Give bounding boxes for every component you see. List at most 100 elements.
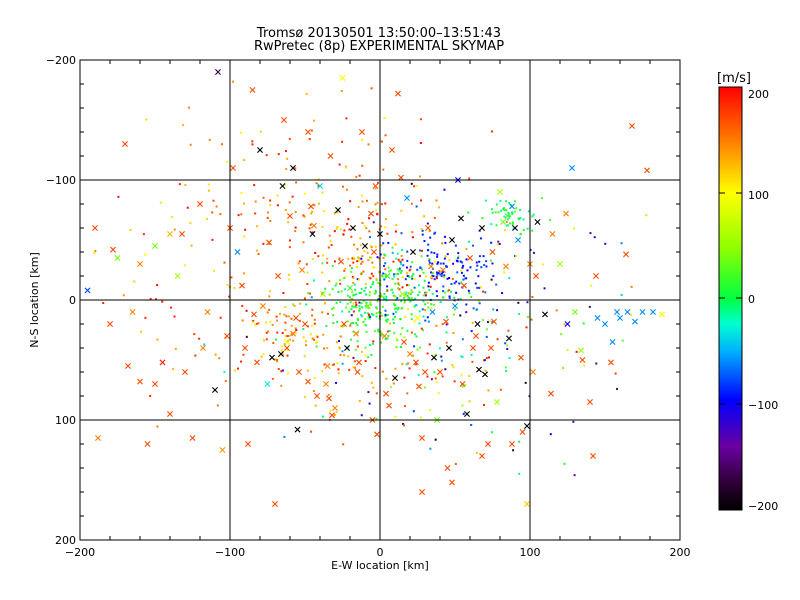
data-point-dot: [438, 270, 441, 273]
data-point-dot: [350, 314, 353, 317]
data-point-dot: [369, 256, 372, 259]
data-point-dot: [386, 289, 389, 292]
data-point-dot: [485, 335, 488, 338]
data-point-dot: [262, 339, 265, 342]
data-point-x: [489, 249, 496, 255]
data-point-dot: [254, 200, 257, 203]
data-point-dot: [288, 137, 291, 140]
data-point-dot: [341, 350, 344, 353]
data-point-dot: [421, 233, 424, 236]
data-point-dot: [161, 300, 164, 303]
data-point-dot: [527, 210, 530, 213]
data-point-dot: [361, 306, 364, 309]
data-point-x: [137, 378, 143, 385]
data-point-dot: [484, 199, 487, 202]
data-point-dot: [287, 278, 290, 281]
data-point-dot: [288, 239, 291, 242]
data-point-dot: [243, 202, 246, 205]
data-point-dot: [305, 263, 308, 266]
data-point-dot: [392, 318, 395, 321]
data-point-dot: [445, 323, 448, 326]
data-point-dot: [482, 290, 485, 293]
data-point-dot: [363, 225, 366, 228]
data-point-dot: [396, 268, 399, 271]
data-point-dot: [542, 263, 545, 266]
data-point-dot: [442, 262, 445, 265]
data-point-x: [533, 273, 539, 279]
data-point-dot: [316, 340, 319, 343]
data-point-dot: [369, 277, 372, 280]
data-point-dot: [360, 273, 363, 276]
data-point-x: [476, 366, 482, 373]
data-point-dot: [427, 243, 430, 246]
data-point-dot: [470, 424, 473, 427]
data-point-dot: [313, 318, 316, 321]
data-point-dot: [410, 331, 413, 334]
data-point-dot: [468, 400, 471, 403]
data-point-dot: [373, 330, 376, 333]
data-point-dot: [383, 278, 386, 281]
data-point-dot: [311, 258, 314, 261]
data-point-dot: [429, 236, 432, 239]
data-point-dot: [336, 211, 339, 214]
data-point-dot: [401, 248, 404, 251]
data-point-x: [392, 375, 398, 381]
x-axis-label: E-W location [km]: [331, 559, 429, 572]
data-point-dot: [211, 211, 214, 214]
data-point-dot: [302, 336, 305, 339]
data-point-dot: [561, 366, 564, 369]
data-point-dot: [522, 218, 525, 221]
data-point-dot: [334, 284, 337, 287]
data-point-dot: [372, 281, 375, 284]
data-point-dot: [406, 266, 409, 269]
data-point-dot: [292, 339, 295, 342]
data-point-dot: [265, 338, 268, 341]
data-point-dot: [339, 282, 342, 285]
data-point-dot: [496, 243, 499, 246]
data-point-dot: [377, 181, 380, 184]
data-point-x: [564, 321, 571, 327]
data-point-dot: [475, 269, 478, 272]
data-point-x: [524, 501, 530, 507]
data-point-dot: [434, 377, 437, 380]
data-point-dot: [283, 313, 286, 316]
data-point-x: [212, 387, 218, 393]
data-point-dot: [310, 430, 313, 433]
data-point-dot: [394, 415, 397, 418]
data-point-x: [245, 441, 251, 447]
data-point-dot: [317, 202, 320, 205]
data-point-dot: [491, 262, 494, 265]
data-point-dot: [529, 248, 532, 251]
data-point-dot: [316, 335, 319, 338]
data-point-dot: [478, 255, 481, 258]
data-point-dot: [429, 447, 432, 450]
data-point-dot: [395, 311, 398, 314]
data-point-dot: [253, 184, 256, 187]
data-point-dot: [251, 320, 254, 323]
data-point-dot: [352, 294, 355, 297]
data-point-dot: [412, 410, 415, 413]
data-point-dot: [491, 130, 494, 133]
data-point-dot: [389, 322, 392, 325]
data-point-dot: [374, 367, 377, 370]
data-point-dot: [368, 236, 371, 239]
data-point-dot: [382, 168, 385, 171]
data-point-dot: [272, 341, 275, 344]
data-point-dot: [381, 370, 384, 373]
data-point-dot: [410, 297, 413, 300]
data-point-dot: [443, 274, 446, 277]
data-point-dot: [341, 185, 344, 188]
data-point-dot: [326, 347, 329, 350]
data-point-dot: [353, 360, 356, 363]
data-point-dot: [144, 253, 147, 256]
data-point-dot: [459, 297, 462, 300]
data-point-dot: [345, 166, 348, 169]
data-point-x: [269, 354, 275, 361]
plot-frame: [79, 59, 681, 541]
data-point-dot: [335, 227, 338, 230]
data-point-x: [92, 225, 98, 231]
data-point-dot: [383, 253, 386, 256]
colorbar-ticks: [719, 86, 742, 511]
data-point-dot: [350, 322, 353, 325]
data-point-dot: [184, 264, 187, 267]
